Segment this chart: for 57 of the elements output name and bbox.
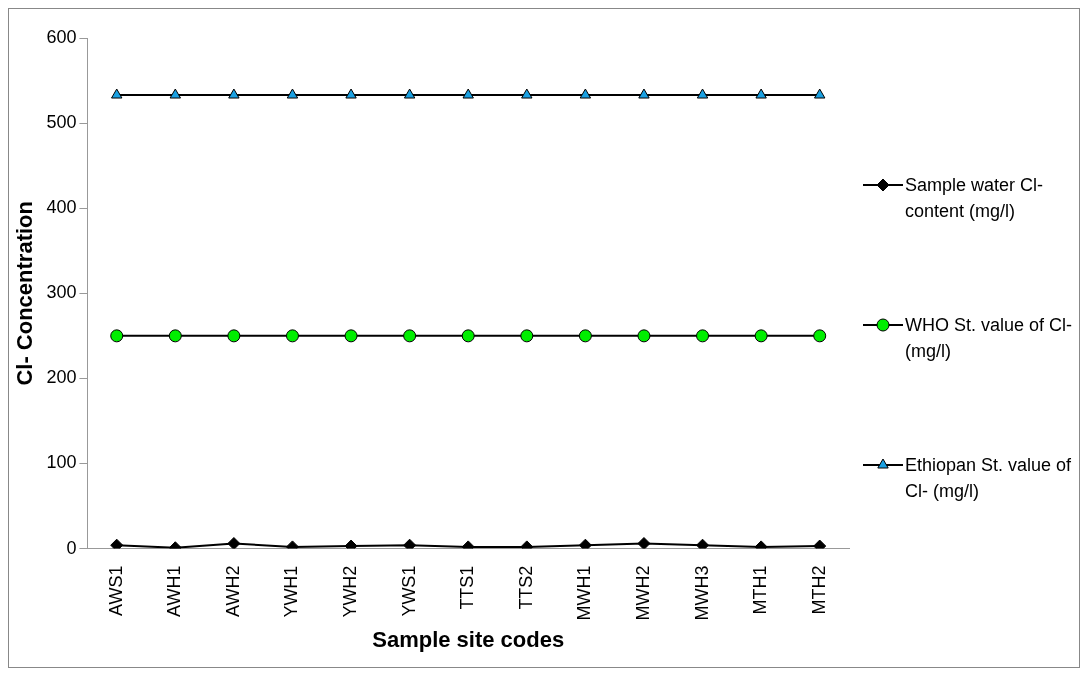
- point: [110, 538, 124, 549]
- point: [521, 88, 533, 99]
- point: [813, 329, 827, 343]
- x-tick-label: TTS1: [457, 565, 478, 610]
- y-tick-label: 200: [46, 367, 77, 388]
- x-tick-label: MWH3: [691, 565, 712, 621]
- point: [403, 88, 416, 99]
- point: [286, 88, 299, 99]
- point: [227, 329, 241, 343]
- point: [638, 88, 650, 99]
- x-tick-label: YWH1: [281, 565, 302, 618]
- point: [814, 88, 826, 99]
- point: [754, 329, 768, 343]
- legend-label: Ethiopan St. value of Cl- (mg/l): [905, 454, 1073, 503]
- point: [403, 329, 417, 343]
- point: [462, 88, 474, 99]
- point: [169, 88, 181, 99]
- point: [579, 88, 592, 99]
- x-tick-label: AWH2: [222, 565, 243, 617]
- point: [110, 329, 124, 343]
- point: [345, 88, 357, 99]
- x-tick-label: TTS2: [515, 565, 536, 610]
- x-tick-label: MWH1: [574, 565, 595, 621]
- y-tick-label: 500: [46, 112, 77, 133]
- x-tick-label: AWS1: [105, 565, 126, 616]
- point: [696, 88, 709, 99]
- x-tick-label: MWH2: [632, 565, 653, 621]
- y-tick-label: 300: [46, 282, 77, 303]
- y-axis-title: Cl- Concentration: [12, 201, 38, 386]
- y-tick-label: 600: [46, 26, 77, 47]
- point: [344, 329, 358, 343]
- x-tick-label: AWH1: [164, 565, 185, 617]
- point: [227, 537, 241, 549]
- x-tick-label: YWH2: [340, 565, 361, 618]
- point: [755, 88, 767, 99]
- point: [520, 329, 534, 343]
- point: [461, 329, 475, 343]
- legend-label: WHO St. value of Cl- (mg/l): [905, 314, 1074, 363]
- point: [578, 538, 592, 549]
- point: [228, 88, 240, 99]
- x-tick-label: YWS1: [398, 565, 419, 617]
- legend-label: Sample water Cl- content (mg/l): [905, 174, 1045, 223]
- point: [285, 329, 299, 343]
- x-tick-label: MTH1: [750, 565, 771, 615]
- point: [637, 537, 651, 549]
- y-tick-label: 100: [46, 452, 77, 473]
- x-tick-label: MTH2: [808, 565, 829, 615]
- point: [578, 329, 592, 343]
- x-axis-title: Sample site codes: [372, 626, 565, 652]
- point: [696, 329, 710, 343]
- point: [168, 329, 182, 343]
- point: [403, 538, 417, 549]
- point: [696, 538, 710, 549]
- point: [111, 88, 123, 99]
- y-tick-label: 0: [66, 537, 77, 558]
- point: [637, 329, 651, 343]
- y-tick-label: 400: [46, 197, 77, 218]
